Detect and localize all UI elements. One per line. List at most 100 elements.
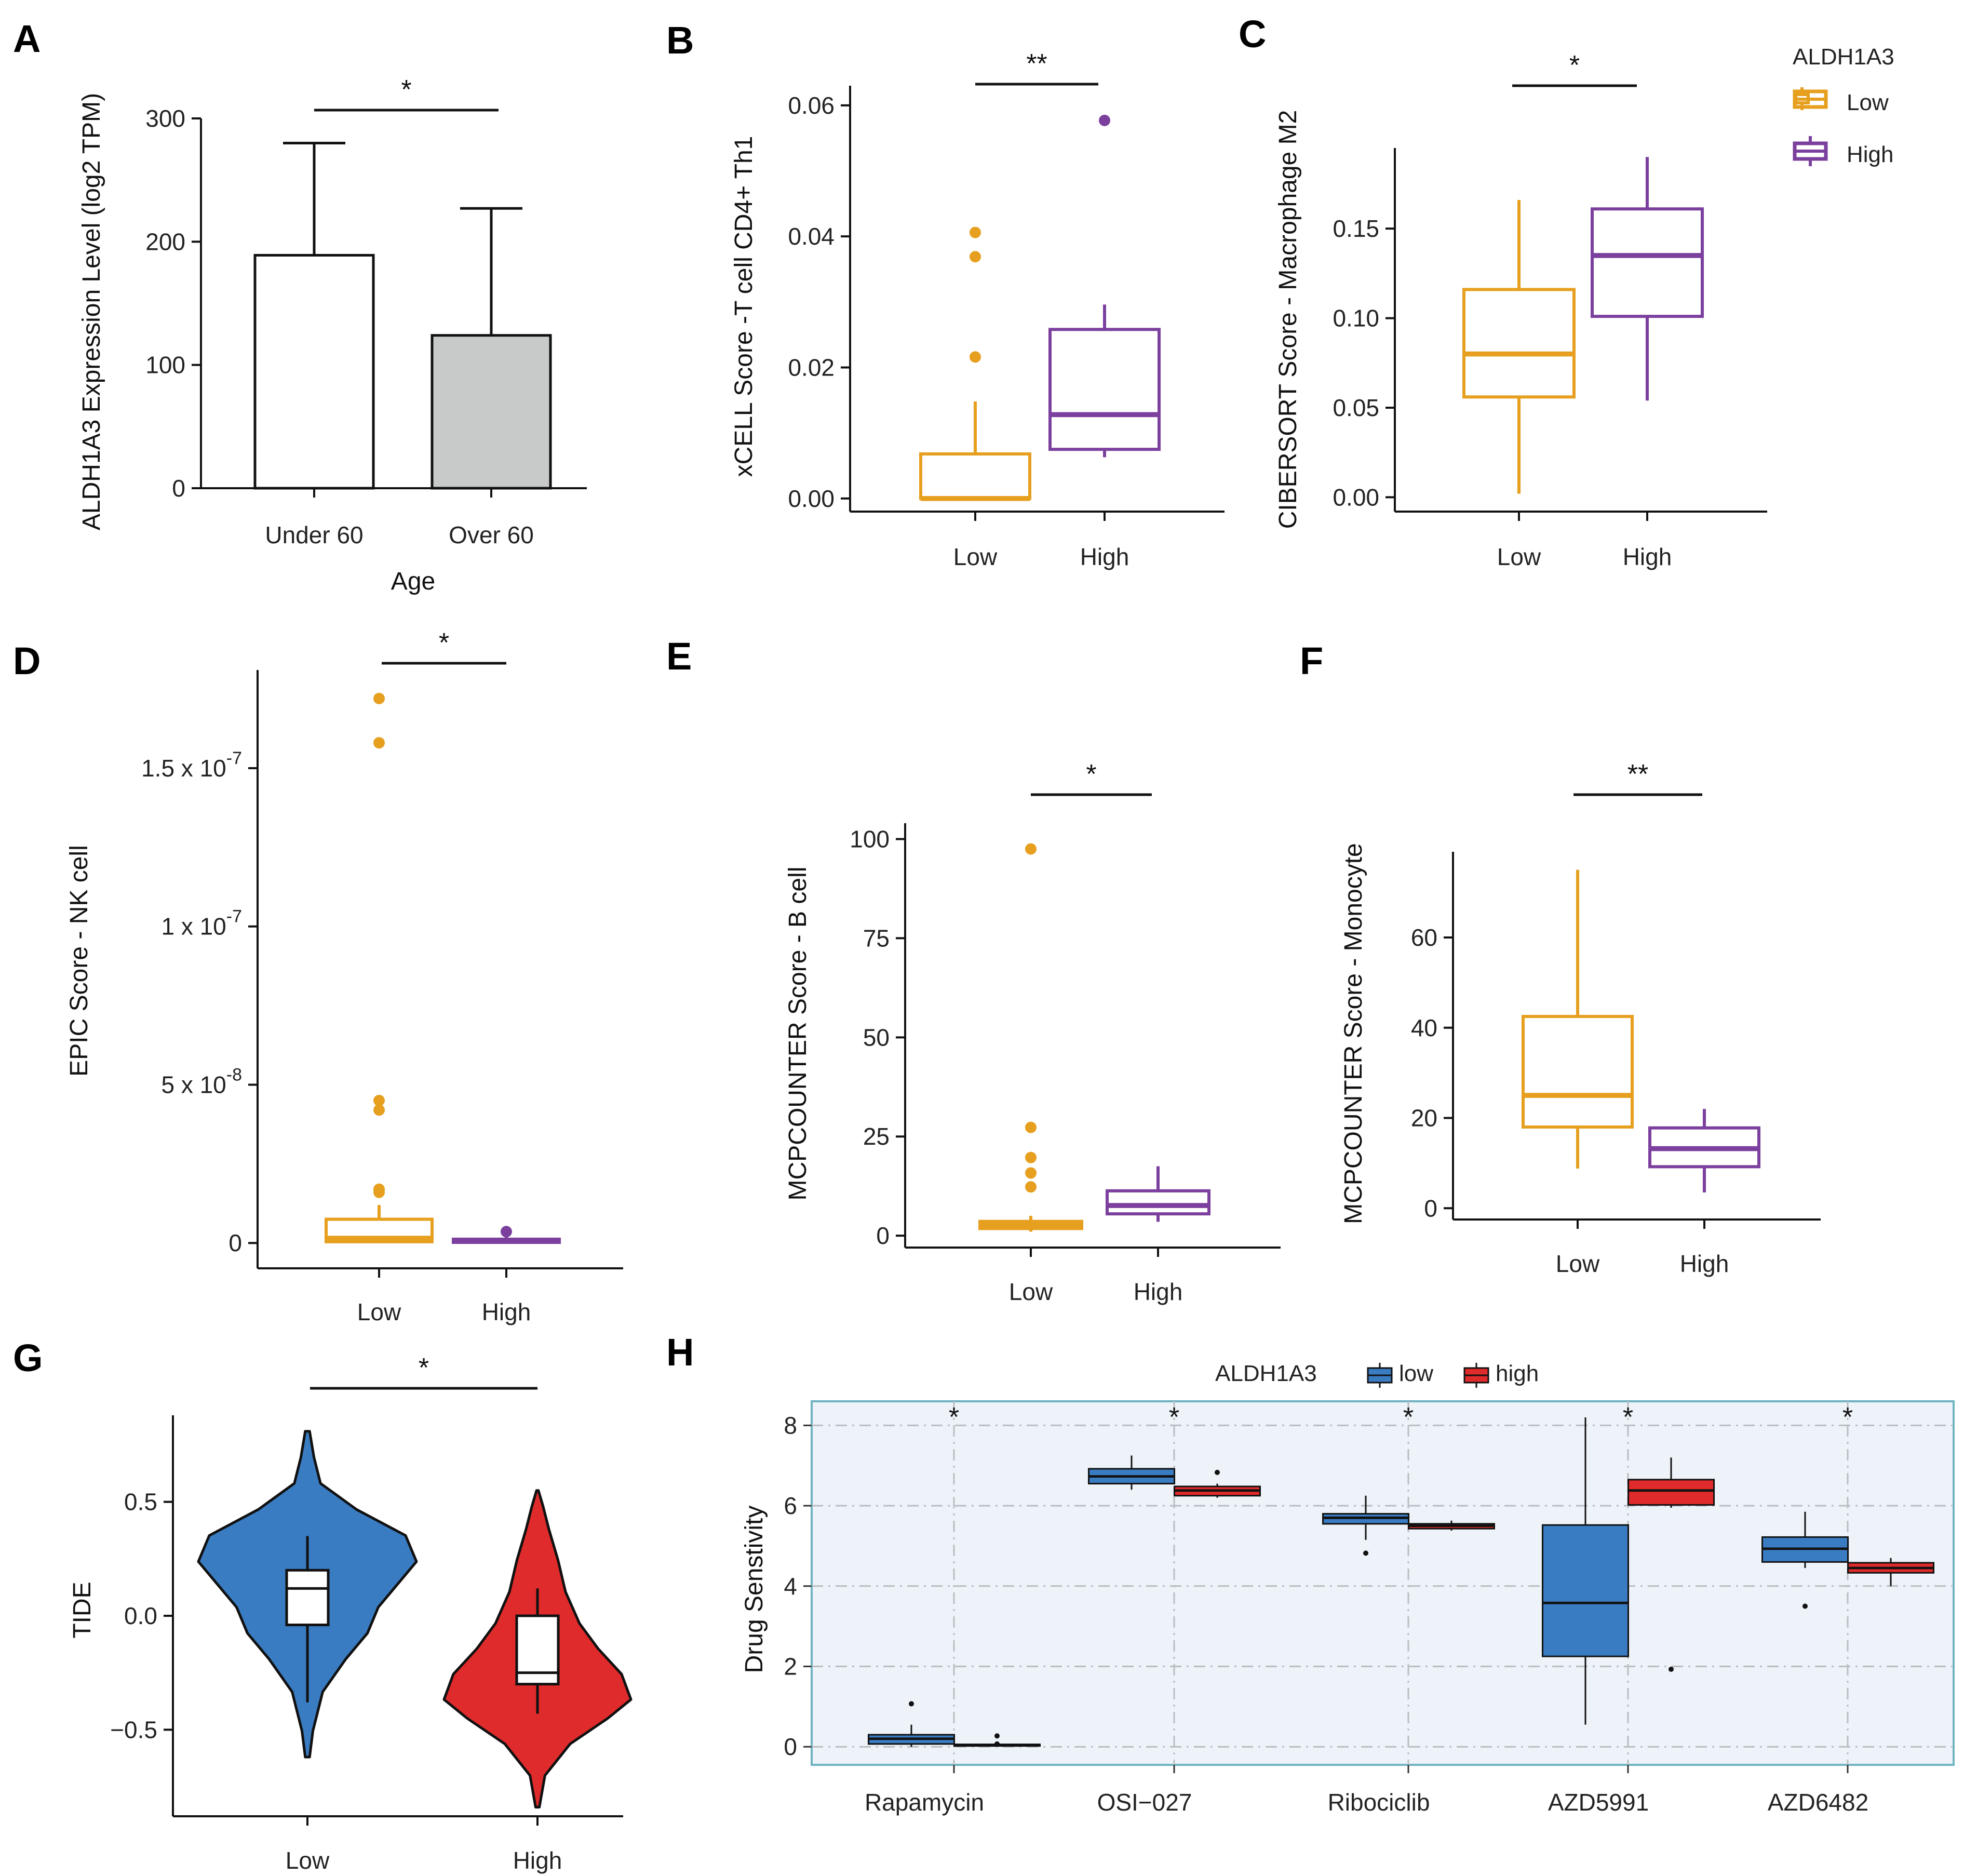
- y-tick-label: 25: [863, 1123, 890, 1150]
- legend-top-low-key: [1793, 87, 1828, 110]
- y-axis-title: MCPCOUNTER Score - Monocyte: [1340, 843, 1367, 1224]
- y-tick-label: 8: [784, 1412, 797, 1439]
- significance-label: **: [1026, 49, 1047, 79]
- x-tick-label: High: [513, 1847, 562, 1874]
- outlier-point: [970, 251, 981, 263]
- y-tick-base: 1 x 10: [161, 913, 226, 940]
- x-tick-label: AZD5991: [1548, 1789, 1649, 1816]
- y-tick-label: 2: [784, 1653, 797, 1680]
- box-iqr: [1106, 1189, 1210, 1216]
- outlier-point: [1025, 1167, 1037, 1179]
- chart-g-tide-violin: −0.5 0.0 0.5 Low High TIDE *: [69, 1353, 633, 1874]
- panel-label-e: E: [666, 635, 692, 678]
- outlier-point: [1669, 1666, 1674, 1672]
- x-tick-label: Over 60: [449, 521, 534, 548]
- y-tick-label: 0.00: [788, 485, 835, 512]
- y-tick-label: 60: [1411, 924, 1437, 951]
- y-axis-title: Drug Senstivity: [741, 1506, 768, 1673]
- x-tick-label: Under 60: [265, 521, 363, 548]
- legend-top-high-label: High: [1847, 142, 1894, 167]
- y-tick-label: 200: [145, 228, 185, 255]
- y-tick-label: 0: [784, 1733, 797, 1760]
- chart-d-epic-nk: 0 5 x 10-8 1 x 10-7 1.5 x 10 -7 Low High EPIC S…: [65, 628, 623, 1325]
- y-tick-label: 50: [863, 1024, 890, 1051]
- legend-bottom: ALDH1A3 low high: [1215, 1361, 1539, 1388]
- legend-top: ALDH1A3 Low High: [1793, 44, 1894, 167]
- bar: [431, 334, 552, 490]
- significance-label: *: [1086, 759, 1096, 789]
- y-tick-exponent: -7: [226, 907, 242, 927]
- significance-label: *: [1403, 1402, 1414, 1432]
- outlier-point: [373, 692, 385, 704]
- outlier-point: [1099, 114, 1110, 126]
- y-tick-label: 0.04: [788, 223, 835, 250]
- x-tick-label: AZD6482: [1768, 1789, 1868, 1816]
- panel-label-h: H: [666, 1331, 694, 1374]
- x-tick-label: Ribociclib: [1328, 1789, 1430, 1816]
- y-axis-title: EPIC Score - NK cell: [65, 845, 93, 1076]
- outlier-point: [1802, 1603, 1808, 1609]
- outlier-point: [909, 1701, 914, 1707]
- x-tick-label: High: [482, 1298, 531, 1325]
- significance-label: *: [1169, 1402, 1179, 1432]
- x-tick-label: Low: [357, 1298, 401, 1325]
- y-tick-label: 0: [876, 1222, 890, 1249]
- legend-top-high-key: [1793, 136, 1828, 166]
- y-tick-label: −0.5: [110, 1716, 157, 1743]
- y-tick-base: 1.5 x 10: [141, 755, 226, 782]
- chart-f-mcpcounter-monocyte: 0 20 40 60 Low High MCPCOUNTER Score - Monocyt…: [1340, 759, 1821, 1277]
- x-tick-label: High: [1623, 543, 1672, 570]
- x-tick-label: High: [1680, 1250, 1729, 1277]
- y-tick-exponent: -8: [226, 1065, 242, 1084]
- box-iqr: [1542, 1524, 1629, 1657]
- outlier-point: [1025, 843, 1037, 855]
- x-tick-label: OSI−027: [1097, 1789, 1192, 1816]
- outlier-point: [1363, 1550, 1368, 1556]
- legend-bottom-high-label: high: [1496, 1361, 1539, 1386]
- chart-a-age-expression: 0 100 200 300 Under 60 Over 60 Age ALDH1A3 Expr…: [78, 75, 587, 595]
- outlier-point: [994, 1733, 1000, 1739]
- outlier-point: [970, 351, 981, 363]
- x-tick-label: Low: [286, 1847, 330, 1874]
- outlier-point: [373, 737, 385, 749]
- y-tick-label: 0.05: [1333, 394, 1379, 421]
- x-tick-label: Low: [1009, 1278, 1053, 1305]
- chart-b-xcell-th1: 0.00 0.02 0.04 0.06 Low High xCELL Score -T ce…: [730, 49, 1225, 570]
- box-iqr: [1627, 1479, 1715, 1506]
- x-tick-label: Low: [953, 543, 998, 570]
- y-tick-label: 0.15: [1333, 215, 1379, 242]
- y-tick-label: 0: [1424, 1195, 1437, 1222]
- y-tick-base: 0: [228, 1229, 242, 1256]
- panel-label-d: D: [13, 639, 41, 682]
- y-axis-title: CIBERSORT Score - Macrophage M2: [1274, 110, 1302, 529]
- outlier-point: [1025, 1181, 1037, 1193]
- x-tick-label: Low: [1556, 1250, 1600, 1277]
- legend-bottom-high-key: [1463, 1363, 1489, 1388]
- panel-label-b: B: [666, 19, 694, 62]
- y-tick-label: 0.10: [1333, 305, 1379, 332]
- plot-panel-background: [811, 1400, 1955, 1766]
- significance-label: *: [419, 1353, 429, 1383]
- significance-label: *: [401, 75, 411, 105]
- y-axis-title: ALDH1A3 Expression Level (log2 TPM): [78, 93, 105, 530]
- legend-bottom-low-key: [1367, 1363, 1393, 1388]
- y-tick-label: 0: [228, 1229, 242, 1256]
- chart-c-cibersort-m2: 0.00 0.05 0.10 0.15 Low High CIBERSORT Score -…: [1274, 50, 1767, 570]
- legend-top-title: ALDH1A3: [1793, 44, 1894, 70]
- x-tick-label: High: [1080, 543, 1129, 570]
- y-tick-label: 100: [145, 352, 185, 379]
- box-iqr: [919, 452, 1031, 500]
- significance-label: **: [1627, 759, 1648, 789]
- y-tick-base: 5 x 10: [161, 1071, 226, 1098]
- y-tick-label: 75: [863, 924, 890, 952]
- legend-bottom-low-label: low: [1399, 1361, 1433, 1386]
- y-tick-label: 4: [784, 1573, 797, 1600]
- x-tick-label: Low: [1497, 543, 1541, 570]
- y-axis-title: MCPCOUNTER Score - B cell: [784, 867, 812, 1201]
- y-tick-label: 6: [784, 1492, 797, 1519]
- panel-label-c: C: [1239, 12, 1266, 56]
- significance-label: *: [439, 628, 449, 658]
- significance-label: *: [949, 1402, 959, 1432]
- outlier-point: [373, 1183, 385, 1195]
- y-tick-label: 1 x 10-7: [161, 907, 242, 940]
